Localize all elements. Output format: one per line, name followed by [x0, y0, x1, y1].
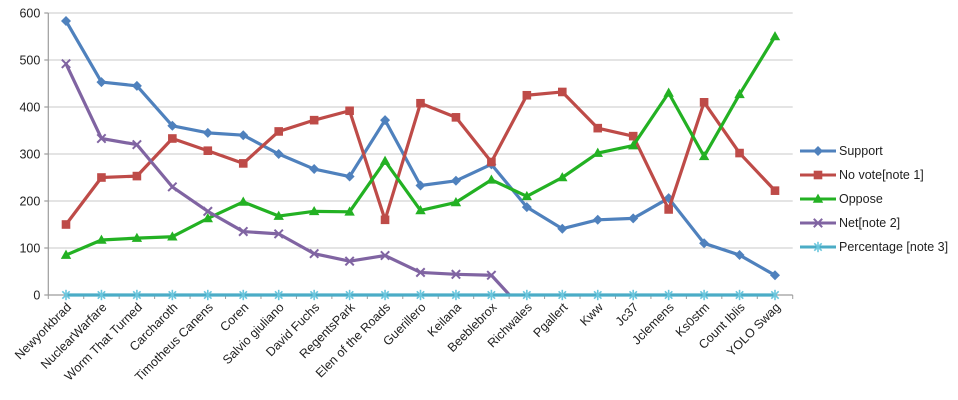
series-net-note-2 [61, 58, 513, 296]
legend-marker-oppose [800, 192, 836, 206]
x-marker-icon [800, 218, 836, 228]
series-oppose [60, 31, 781, 259]
y-axis-tick-label: 600 [19, 6, 40, 20]
y-axis-tick-label: 100 [19, 241, 40, 255]
legend-marker-net [800, 216, 836, 230]
square-marker-icon [800, 170, 836, 180]
y-axis-tick-label: 0 [33, 288, 40, 302]
legend-label-no-vote: No vote[note 1] [839, 168, 924, 182]
chart-legend: Support No vote[note 1] Oppose Net[note … [800, 139, 948, 259]
gridlines [48, 12, 793, 249]
triangle-marker-icon [800, 193, 836, 203]
legend-label-support: Support [839, 144, 883, 158]
series-support [61, 15, 780, 281]
x-axis-category-label: Kww [577, 300, 606, 329]
legend-item-percentage: Percentage [note 3] [800, 235, 948, 259]
legend-item-net: Net[note 2] [800, 211, 948, 235]
legend-item-no-vote: No vote[note 1] [800, 163, 948, 187]
series-line-oppose [64, 34, 777, 257]
legend-marker-support [800, 144, 836, 158]
y-axis-labels: 0 100 200 300 400 500 600 [19, 6, 40, 302]
diamond-marker-icon [800, 146, 836, 156]
series-line-no-vote-note-1 [64, 90, 777, 227]
series-percentage-note-3 [61, 289, 780, 301]
x-axis-category-label: Salvio giuliano [220, 300, 287, 367]
legend-label-net: Net[note 2] [839, 216, 901, 230]
legend-marker-percentage [800, 240, 836, 254]
legend-label-oppose: Oppose [839, 192, 883, 206]
series-no-vote-note-1 [61, 87, 780, 229]
y-axis-tick-label: 300 [19, 147, 40, 161]
y-axis-tick-label: 400 [19, 100, 40, 114]
x-axis-category-label: Pgallert [531, 300, 571, 340]
legend-marker-no-vote [800, 168, 836, 182]
series-line-net-note-2 [64, 62, 513, 296]
x-axis-category-label: Jc37 [613, 300, 642, 329]
legend-item-oppose: Oppose [800, 187, 948, 211]
y-axis-tick-label: 500 [19, 53, 40, 67]
asterisk-marker-icon [800, 241, 836, 253]
y-axis-tick-label: 200 [19, 194, 40, 208]
legend-label-percentage: Percentage [note 3] [839, 240, 949, 254]
x-axis-category-label: Coren [217, 300, 251, 334]
legend-item-support: Support [800, 139, 948, 163]
